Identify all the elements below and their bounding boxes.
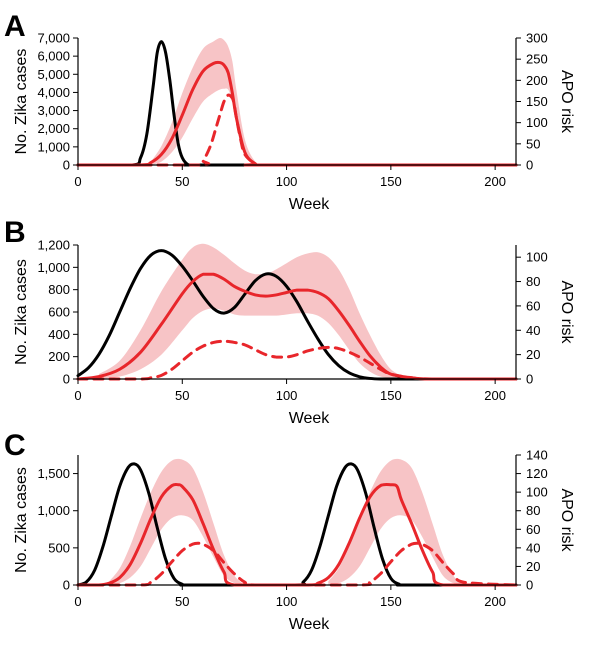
apo-risk-dashed-line bbox=[76, 339, 518, 381]
left-y-tick-label: 5,000 bbox=[37, 67, 70, 82]
right-y-tick-label: 0 bbox=[526, 158, 533, 173]
left-y-tick-label: 0 bbox=[63, 158, 70, 173]
x-tick-label: 100 bbox=[276, 388, 298, 403]
right-y-tick-label: 100 bbox=[526, 115, 548, 130]
x-tick-label: 150 bbox=[380, 388, 402, 403]
apo-risk-dashed-line bbox=[76, 93, 518, 167]
left-y-tick-label: 1,000 bbox=[37, 139, 70, 154]
right-y-tick-label: 60 bbox=[526, 298, 540, 313]
left-y-tick-label: 800 bbox=[48, 282, 70, 297]
left-y-tick-label: 1,500 bbox=[37, 466, 70, 481]
right-y-tick-label: 0 bbox=[526, 578, 533, 593]
right-y-axis-label: APO risk bbox=[558, 70, 575, 134]
left-y-tick-label: 3,000 bbox=[37, 103, 70, 118]
right-y-tick-label: 200 bbox=[526, 73, 548, 88]
x-axis-label: Week bbox=[289, 410, 331, 427]
left-y-tick-label: 600 bbox=[48, 305, 70, 320]
apo-risk-line bbox=[76, 272, 518, 381]
x-tick-label: 200 bbox=[484, 594, 506, 609]
left-y-tick-label: 4,000 bbox=[37, 85, 70, 100]
uncertainty-band bbox=[109, 458, 245, 585]
right-y-tick-label: 100 bbox=[526, 485, 548, 500]
panel-letter: A bbox=[4, 10, 26, 43]
x-tick-label: 100 bbox=[276, 174, 298, 189]
panel-letter: C bbox=[4, 429, 26, 462]
x-tick-label: 150 bbox=[380, 594, 402, 609]
right-y-axis-label: APO risk bbox=[558, 280, 575, 344]
uncertainty-band bbox=[328, 458, 464, 585]
right-y-tick-label: 140 bbox=[526, 448, 548, 463]
right-y-tick-label: 60 bbox=[526, 522, 540, 537]
x-tick-label: 150 bbox=[380, 174, 402, 189]
left-y-axis-label: No. Zika cases bbox=[13, 259, 30, 365]
left-y-axis-label: No. Zika cases bbox=[13, 49, 30, 155]
right-y-tick-label: 50 bbox=[526, 136, 540, 151]
x-tick-label: 0 bbox=[74, 388, 81, 403]
x-tick-label: 50 bbox=[175, 594, 189, 609]
left-y-tick-label: 1,000 bbox=[37, 503, 70, 518]
right-y-tick-label: 300 bbox=[526, 31, 548, 46]
chart-panel-a: A 0 50 100 150 200 0 1,000 2,000 3,000 4,000 5,000 6… bbox=[4, 10, 575, 213]
right-y-tick-label: 150 bbox=[526, 94, 548, 109]
right-y-tick-label: 80 bbox=[526, 503, 540, 518]
x-tick-label: 200 bbox=[484, 174, 506, 189]
left-y-tick-label: 0 bbox=[63, 372, 70, 387]
right-y-tick-label: 20 bbox=[526, 347, 540, 362]
right-y-tick-label: 120 bbox=[526, 466, 548, 481]
left-y-tick-label: 400 bbox=[48, 327, 70, 342]
left-y-tick-label: 2,000 bbox=[37, 121, 70, 136]
left-y-tick-label: 200 bbox=[48, 349, 70, 364]
chart-panel-c: C 0 50 100 150 200 0 500 1,000 1,500 0 20 40 60 80 100 1… bbox=[4, 429, 575, 633]
right-y-axis-label: APO risk bbox=[558, 488, 575, 552]
right-y-tick-label: 0 bbox=[526, 372, 533, 387]
panel-letter: B bbox=[4, 216, 26, 249]
x-tick-label: 200 bbox=[484, 388, 506, 403]
left-y-tick-label: 6,000 bbox=[37, 49, 70, 64]
right-y-tick-label: 40 bbox=[526, 540, 540, 555]
right-y-tick-label: 40 bbox=[526, 323, 540, 338]
zika-cases-line bbox=[76, 40, 518, 167]
x-tick-label: 0 bbox=[74, 594, 81, 609]
right-y-tick-label: 20 bbox=[526, 559, 540, 574]
chart-panel-b: B 0 50 100 150 200 0 200 400 600 800 1,000 1,200 0 20 4… bbox=[4, 216, 575, 427]
left-y-tick-label: 1,000 bbox=[37, 260, 70, 275]
x-axis-label: Week bbox=[289, 616, 331, 633]
x-axis-label: Week bbox=[289, 196, 331, 213]
left-y-axis-label: No. Zika cases bbox=[13, 467, 30, 573]
x-tick-label: 100 bbox=[276, 594, 298, 609]
x-tick-label: 0 bbox=[74, 174, 81, 189]
x-tick-label: 50 bbox=[175, 388, 189, 403]
right-y-tick-label: 100 bbox=[526, 250, 548, 265]
uncertainty-band bbox=[98, 243, 412, 379]
right-y-tick-label: 250 bbox=[526, 52, 548, 67]
uncertainty-band bbox=[151, 37, 266, 166]
zika-cases-line bbox=[76, 249, 518, 381]
left-y-tick-label: 7,000 bbox=[37, 31, 70, 46]
left-y-tick-label: 0 bbox=[63, 578, 70, 593]
left-y-tick-label: 500 bbox=[48, 540, 70, 555]
x-tick-label: 50 bbox=[175, 174, 189, 189]
left-y-tick-label: 1,200 bbox=[37, 238, 70, 253]
right-y-tick-label: 80 bbox=[526, 274, 540, 289]
